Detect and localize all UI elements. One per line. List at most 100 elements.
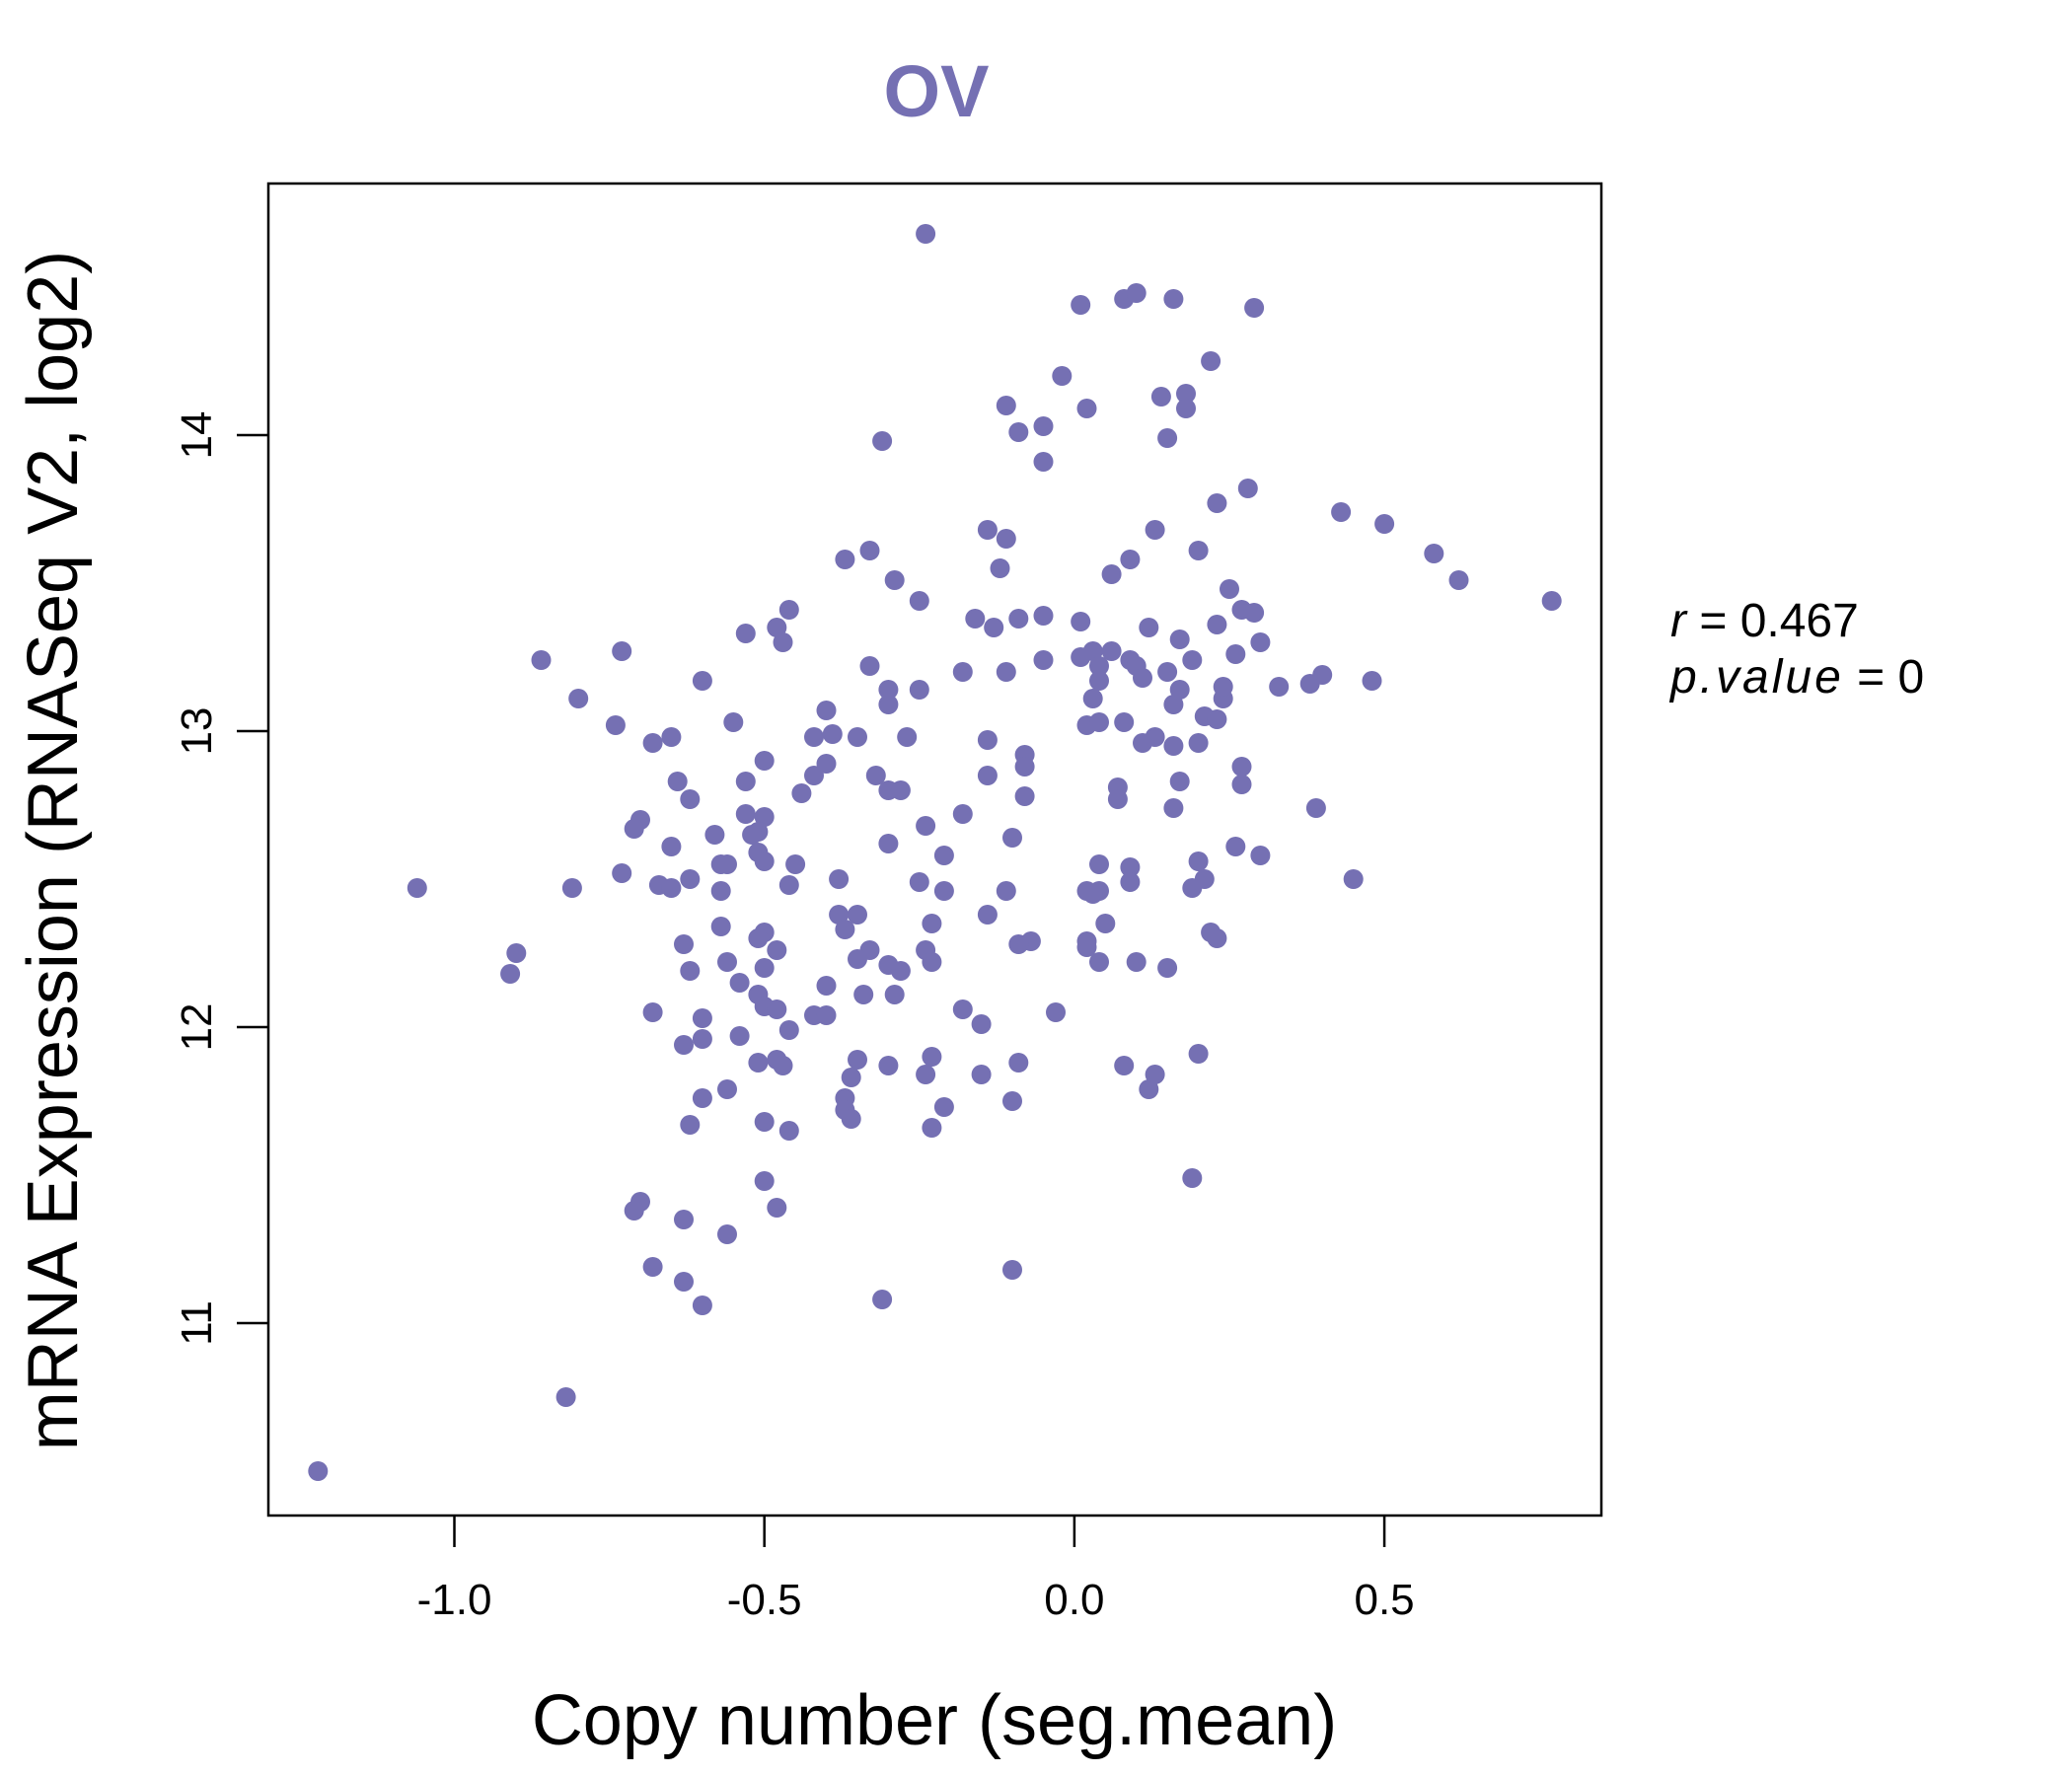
data-point bbox=[859, 541, 880, 560]
data-point bbox=[841, 1068, 861, 1087]
data-point bbox=[1250, 846, 1271, 865]
data-point bbox=[1008, 609, 1029, 629]
data-point bbox=[890, 961, 911, 981]
data-point bbox=[853, 985, 874, 1004]
data-point bbox=[642, 1002, 663, 1022]
data-point bbox=[1008, 1053, 1029, 1073]
data-point bbox=[1176, 399, 1196, 418]
y-tick-label: 12 bbox=[173, 1003, 221, 1052]
data-point bbox=[674, 1035, 694, 1055]
data-point bbox=[1244, 603, 1265, 623]
data-point bbox=[1008, 934, 1029, 954]
data-point bbox=[1182, 650, 1203, 670]
data-point bbox=[1133, 668, 1152, 688]
data-point bbox=[754, 751, 775, 771]
data-point bbox=[1176, 384, 1196, 404]
data-point bbox=[1157, 428, 1178, 448]
data-point bbox=[692, 1008, 712, 1028]
data-point bbox=[661, 837, 682, 856]
data-point bbox=[1188, 851, 1209, 871]
data-point bbox=[1448, 570, 1469, 590]
data-point bbox=[952, 662, 973, 682]
data-point bbox=[859, 656, 880, 676]
data-point bbox=[1182, 1168, 1203, 1188]
data-point bbox=[977, 766, 998, 785]
data-point bbox=[674, 1210, 694, 1229]
data-point bbox=[680, 869, 701, 889]
data-point bbox=[952, 804, 973, 824]
data-point bbox=[878, 680, 899, 700]
data-point bbox=[1120, 872, 1141, 892]
data-point bbox=[952, 999, 973, 1019]
data-point bbox=[1089, 656, 1109, 676]
data-point bbox=[555, 1387, 576, 1407]
r-value: 0.467 bbox=[1740, 595, 1859, 647]
data-point bbox=[680, 1115, 701, 1135]
data-point bbox=[561, 878, 582, 898]
data-point bbox=[1250, 632, 1271, 652]
data-point bbox=[829, 869, 850, 889]
data-point bbox=[1139, 1079, 1159, 1099]
plot-frame bbox=[266, 182, 1603, 1517]
data-point bbox=[916, 816, 936, 836]
data-point bbox=[922, 914, 942, 933]
data-point bbox=[878, 1056, 899, 1075]
y-axis-title: mRNA Expression (RNASeq V2, log2) bbox=[14, 251, 93, 1450]
data-point bbox=[735, 772, 756, 791]
data-point bbox=[667, 772, 688, 791]
data-point bbox=[1076, 399, 1097, 418]
data-point bbox=[742, 825, 763, 845]
data-point bbox=[704, 825, 725, 845]
data-point bbox=[1163, 695, 1184, 714]
data-point bbox=[710, 917, 731, 936]
data-point bbox=[1374, 514, 1395, 534]
p-equals: = bbox=[1844, 651, 1898, 703]
data-point bbox=[1244, 298, 1265, 318]
data-point bbox=[816, 976, 837, 996]
data-point bbox=[1163, 798, 1184, 818]
data-point bbox=[612, 863, 632, 883]
data-point bbox=[748, 928, 769, 948]
data-point bbox=[865, 766, 886, 785]
data-point bbox=[829, 905, 850, 925]
data-point bbox=[674, 934, 694, 954]
data-point bbox=[674, 1272, 694, 1292]
data-point bbox=[996, 529, 1016, 549]
data-point bbox=[884, 985, 905, 1004]
data-point bbox=[680, 789, 701, 809]
data-point bbox=[977, 905, 998, 925]
data-point bbox=[848, 949, 867, 969]
data-point bbox=[1163, 736, 1184, 756]
data-point bbox=[1114, 712, 1135, 732]
data-point bbox=[816, 1005, 837, 1025]
data-point bbox=[977, 730, 998, 750]
data-point bbox=[1114, 1056, 1135, 1075]
data-point bbox=[804, 727, 824, 747]
r-equals: = bbox=[1686, 595, 1740, 647]
data-point bbox=[1207, 615, 1227, 634]
data-point bbox=[977, 520, 998, 540]
data-point bbox=[1014, 757, 1035, 777]
data-point bbox=[735, 804, 756, 824]
data-point bbox=[971, 1014, 992, 1034]
data-point bbox=[841, 1109, 861, 1129]
data-point bbox=[778, 1121, 799, 1141]
data-point bbox=[1002, 1091, 1022, 1111]
data-point bbox=[1089, 671, 1109, 691]
data-point bbox=[916, 224, 936, 244]
data-point bbox=[717, 1079, 737, 1099]
data-point bbox=[984, 618, 1004, 637]
data-point bbox=[729, 973, 750, 993]
data-point bbox=[1541, 591, 1562, 611]
data-point bbox=[1089, 712, 1109, 732]
data-point bbox=[767, 618, 787, 637]
data-point bbox=[767, 940, 787, 960]
data-point bbox=[1201, 351, 1221, 371]
data-point bbox=[605, 715, 626, 735]
data-point bbox=[778, 875, 799, 895]
data-point bbox=[1101, 564, 1122, 584]
data-point bbox=[1312, 665, 1333, 685]
data-point bbox=[1120, 550, 1141, 569]
data-point bbox=[531, 650, 552, 670]
